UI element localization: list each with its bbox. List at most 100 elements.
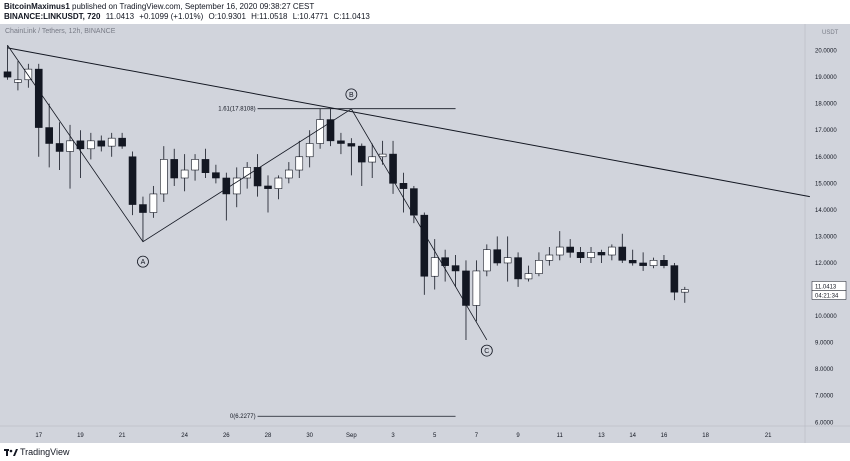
candle-down — [34, 68, 43, 128]
wave-point-b-circle — [345, 88, 358, 101]
candle-down — [493, 249, 502, 264]
wave-point-a-label: A — [141, 259, 146, 266]
candle-up — [368, 156, 377, 163]
symbol-info: BINANCE:LINKUSDT, 720 11.0413 +0.1099 (+… — [4, 12, 370, 21]
x-tick-label: 30 — [306, 433, 313, 439]
candle-down — [618, 246, 627, 261]
x-tick-label: 9 — [516, 433, 520, 439]
currency-label: USDT — [822, 30, 839, 36]
candle-up — [535, 260, 543, 274]
candle-up — [649, 260, 658, 266]
candle-up — [483, 249, 491, 272]
x-tick-label: 26 — [223, 433, 230, 439]
last-price-label: 11.0413 — [815, 284, 837, 290]
chart-header: BitcoinMaximus1 published on TradingView… — [0, 0, 850, 24]
fib-level-top-label: 1.61(17.8108) — [218, 107, 255, 113]
tradingview-logo-icon[interactable] — [4, 447, 18, 457]
x-tick-label: 17 — [35, 433, 42, 439]
low-value: 10.4771 — [299, 12, 329, 21]
y-tick-label: 13.0000 — [815, 234, 837, 240]
price-axis[interactable] — [805, 24, 850, 426]
wave-point-c-label: C — [484, 348, 489, 355]
candle-down — [3, 71, 12, 78]
candle-down — [451, 265, 460, 272]
x-tick-label: 28 — [265, 433, 272, 439]
candle-up — [587, 252, 595, 258]
candle-down — [399, 183, 408, 189]
candles — [3, 45, 689, 340]
time-axis[interactable] — [0, 426, 850, 443]
candle-up — [524, 273, 533, 280]
candle-down — [253, 167, 262, 187]
chart-title: ChainLink / Tethers, 12h, BINANCE — [5, 28, 116, 35]
tradingview-logo-text[interactable]: TradingView — [20, 447, 70, 457]
x-tick-label: 24 — [181, 433, 188, 439]
trendline — [7, 47, 810, 198]
y-tick-label: 18.0000 — [815, 102, 837, 108]
candle-down — [212, 172, 220, 179]
x-tick-label: 21 — [765, 433, 772, 439]
candle-down — [441, 257, 449, 266]
close-value: 11.0413 — [341, 12, 370, 21]
publish-info: BitcoinMaximus1 published on TradingView… — [4, 2, 314, 11]
x-tick-label: 3 — [391, 433, 395, 439]
candle-up — [149, 193, 158, 213]
wave-point-c-circle — [480, 344, 493, 357]
y-tick-label: 10.0000 — [815, 314, 837, 320]
candle-down — [128, 156, 137, 205]
y-tick-label: 9.0000 — [815, 341, 834, 347]
y-tick-label: 6.0000 — [815, 420, 834, 426]
candle-up — [545, 254, 554, 261]
fib-level-bottom-label: 0(6.2277) — [230, 414, 256, 420]
change-value: +0.1099 (+1.01%) — [139, 12, 204, 21]
y-tick-label: 7.0000 — [815, 394, 834, 400]
wave-path — [7, 45, 488, 341]
publisher-name[interactable]: BitcoinMaximus1 — [4, 2, 70, 11]
last-value: 11.0413 — [105, 12, 135, 21]
symbol-name: BINANCE:LINKUSDT, 720 — [4, 12, 101, 21]
candle-down — [97, 140, 106, 147]
y-tick-label: 17.0000 — [815, 128, 837, 134]
candle-down — [347, 143, 356, 147]
candle-up — [555, 246, 564, 256]
low-label: L: — [292, 12, 300, 21]
candle-up — [503, 257, 512, 264]
high-label: H: — [251, 12, 260, 21]
x-tick-label: 19 — [77, 433, 84, 439]
candle-down — [357, 145, 366, 163]
candle-down — [660, 260, 668, 266]
candle-down — [639, 262, 647, 266]
candlestick-chart[interactable]: ChainLink / Tethers, 12h, BINANCE USDT 6… — [0, 24, 850, 443]
x-tick-label: 14 — [629, 433, 636, 439]
candle-up — [243, 167, 251, 179]
candle-down — [462, 270, 470, 306]
candle-up — [180, 169, 189, 179]
candle-up — [160, 159, 168, 195]
x-tick-label: Sep — [346, 433, 357, 439]
candle-down — [264, 185, 272, 189]
y-tick-label: 15.0000 — [815, 181, 837, 187]
candle-up — [680, 289, 689, 293]
candle-up — [87, 140, 95, 150]
candle-up — [430, 257, 439, 277]
candle-up — [305, 143, 314, 158]
candle-up — [232, 177, 241, 195]
candle-up — [316, 119, 324, 144]
x-tick-labels: 17 19 21 24 26 28 30 Sep 3 5 7 9 11 13 14 16 18 21 — [35, 433, 772, 439]
candle-down — [326, 119, 335, 142]
candle-down — [628, 260, 637, 264]
candle-up — [285, 169, 293, 179]
y-tick-label: 12.0000 — [815, 261, 837, 267]
candle-down — [118, 137, 126, 147]
candle-down — [170, 159, 179, 179]
y-tick-label: 19.0000 — [815, 75, 837, 81]
candle-down — [222, 177, 231, 195]
open-label: O: — [208, 12, 217, 21]
last-price-marker: 11.0413 04:21:34 — [811, 281, 847, 300]
candle-down — [55, 143, 64, 152]
close-label: C: — [333, 12, 342, 21]
candle-down — [389, 153, 397, 184]
plot-area[interactable] — [0, 24, 805, 426]
candle-down — [597, 252, 606, 256]
x-tick-label: 21 — [119, 433, 126, 439]
